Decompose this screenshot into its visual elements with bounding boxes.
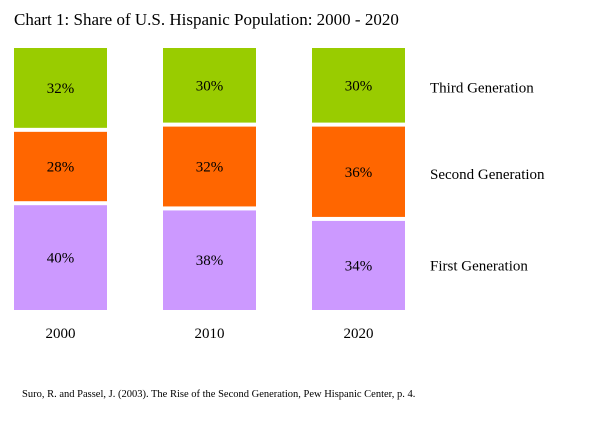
bar-third-generation-2020	[312, 48, 405, 123]
chart-title: Chart 1: Share of U.S. Hispanic Populati…	[14, 10, 399, 29]
bar-first-generation-2000	[14, 205, 107, 310]
data-label: 28%	[47, 160, 75, 176]
bar-third-generation-2000	[14, 48, 107, 128]
x-tick-label: 2020	[344, 326, 374, 342]
data-label: 40%	[47, 251, 75, 267]
data-label: 36%	[345, 165, 373, 181]
data-label: 30%	[196, 78, 224, 94]
x-tick-label: 2010	[195, 326, 225, 342]
bar-second-generation-2010	[163, 126, 256, 207]
data-label: 30%	[345, 78, 373, 94]
bar-first-generation-2020	[312, 220, 405, 310]
bar-second-generation-2000	[14, 131, 107, 202]
data-label: 32%	[47, 81, 75, 97]
data-label: 34%	[345, 258, 373, 274]
bar-third-generation-2010	[163, 48, 256, 123]
bar-second-generation-2020	[312, 126, 405, 217]
legend-entry-first-generation: First Generation	[430, 258, 528, 274]
legend-entry-second-generation: Second Generation	[430, 167, 545, 183]
x-tick-label: 2000	[46, 326, 76, 342]
data-label: 38%	[196, 253, 224, 269]
legend-entry-third-generation: Third Generation	[430, 80, 534, 96]
source-citation: Suro, R. and Passel, J. (2003). The Rise…	[22, 389, 416, 400]
data-label: 32%	[196, 160, 224, 176]
bar-first-generation-2010	[163, 210, 256, 310]
